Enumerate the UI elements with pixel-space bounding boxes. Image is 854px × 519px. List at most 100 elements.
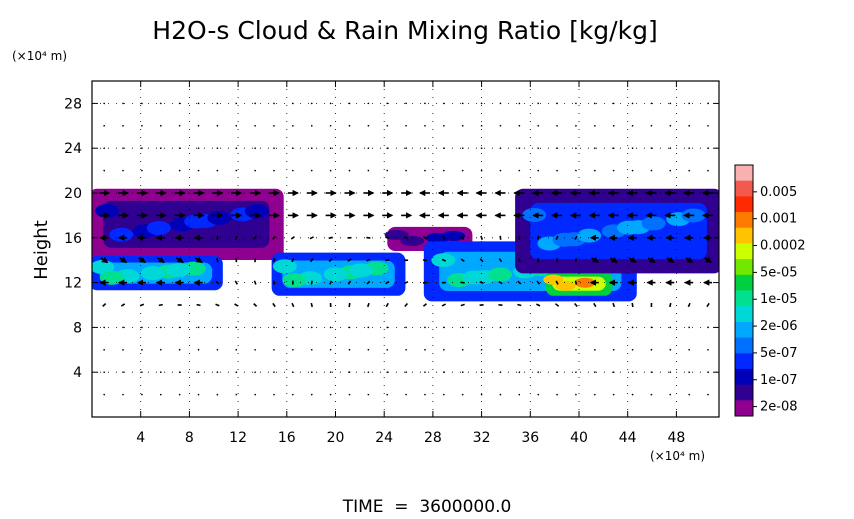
wind-vector — [631, 169, 634, 172]
wind-vector — [687, 302, 691, 308]
wind-vector — [309, 258, 314, 263]
wind-vector — [348, 302, 351, 308]
wind-vector — [272, 258, 276, 263]
wind-vector — [122, 169, 125, 172]
wind-vector — [441, 303, 446, 307]
wind-vector — [461, 235, 465, 240]
wind-vector — [159, 169, 162, 172]
wind-vector — [235, 147, 238, 150]
x-tick-label: 16 — [278, 430, 296, 446]
wind-vector — [669, 348, 672, 351]
wind-vector — [328, 236, 333, 240]
cloud-cell — [641, 216, 666, 231]
colorbar-frame — [734, 164, 754, 417]
wind-vector — [631, 348, 634, 351]
wind-vector — [479, 258, 484, 263]
wind-vector — [650, 169, 653, 172]
wind-vector — [441, 258, 447, 262]
wind-vector — [385, 302, 389, 308]
cloud-cell — [323, 267, 348, 282]
wind-vector — [461, 102, 464, 105]
wind-vector — [329, 169, 332, 172]
wind-vector — [574, 235, 578, 240]
wind-vector — [178, 169, 181, 172]
wind-vector — [122, 102, 125, 105]
wind-vector — [291, 102, 294, 105]
wind-vector — [366, 302, 370, 308]
colorbar-swatch — [735, 274, 753, 291]
wind-vector — [216, 348, 219, 351]
wind-vector — [348, 124, 351, 127]
colorbar-swatch — [735, 243, 753, 260]
wind-vector — [555, 303, 560, 307]
wind-vector — [291, 302, 295, 308]
wind-vector — [609, 256, 618, 264]
wind-vector — [253, 280, 257, 285]
wind-vector — [366, 280, 371, 285]
wind-vector — [669, 102, 672, 105]
x-tick-label: 12 — [229, 430, 247, 446]
wind-vector — [574, 280, 578, 285]
wind-vector — [442, 147, 445, 150]
wind-vector — [707, 393, 709, 396]
wind-vector — [140, 393, 143, 396]
wind-vector — [348, 102, 351, 105]
wind-vector — [403, 236, 409, 240]
wind-vector — [329, 326, 332, 329]
wind-vector — [498, 258, 503, 263]
wind-vector — [178, 326, 181, 329]
wind-vector — [650, 124, 653, 127]
wind-vector — [593, 326, 596, 329]
colorbar-label: 5e-07 — [760, 346, 798, 361]
wind-vector — [329, 348, 332, 351]
wind-vector — [555, 280, 559, 285]
wind-vector — [536, 280, 541, 285]
wind-vector — [424, 371, 426, 374]
y-tick-label: 16 — [64, 231, 82, 247]
wind-vector — [347, 258, 352, 262]
wind-vector — [197, 102, 200, 105]
wind-vector — [707, 147, 710, 150]
colorbar-swatch — [735, 227, 753, 244]
x-tick-label: 20 — [327, 430, 345, 446]
wind-vector — [479, 281, 484, 285]
cloud-cell — [348, 263, 373, 278]
wind-vector — [253, 303, 258, 307]
wind-vector — [405, 147, 408, 150]
wind-vector — [424, 169, 426, 172]
wind-vector — [366, 258, 371, 262]
colorbar-swatch — [735, 321, 753, 339]
colorbar-swatch — [735, 400, 753, 417]
wind-vector — [385, 259, 390, 262]
wind-vector — [628, 256, 637, 264]
wind-vector — [593, 302, 597, 308]
x-tick-label: 48 — [667, 430, 685, 446]
wind-vector — [650, 348, 653, 351]
wind-vector — [518, 102, 521, 105]
wind-vector — [688, 348, 691, 351]
wind-vector — [291, 258, 295, 263]
wind-vector — [518, 371, 521, 374]
wind-vector — [140, 102, 143, 105]
x-tick-label: 44 — [619, 430, 637, 446]
x-tick-label: 32 — [473, 430, 491, 446]
wind-vector — [650, 102, 653, 105]
wind-vector — [385, 280, 390, 285]
cloud-cell — [99, 270, 124, 285]
wind-vector — [367, 371, 370, 374]
colorbar-swatch — [735, 196, 753, 213]
wind-vector — [461, 393, 464, 396]
wind-vector — [310, 393, 313, 396]
wind-vector — [310, 102, 313, 105]
wind-vector — [253, 235, 257, 240]
wind-vector — [612, 302, 616, 308]
colorbar-label: 1e-07 — [760, 373, 798, 388]
wind-vector — [537, 258, 540, 263]
wind-vector — [197, 371, 200, 374]
wind-vector — [216, 235, 219, 240]
wind-vector — [122, 393, 125, 396]
wind-vector — [273, 326, 276, 329]
wind-vector — [480, 348, 483, 351]
wind-vector — [386, 124, 389, 127]
wind-vector — [273, 169, 276, 172]
